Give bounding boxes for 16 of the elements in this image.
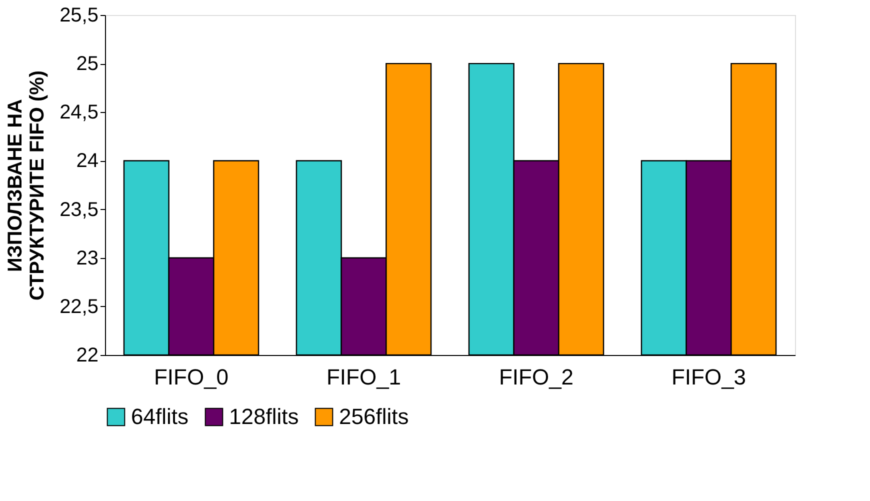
- y-tick-label: 22: [76, 344, 98, 366]
- legend-label: 64flits: [131, 404, 188, 429]
- x-tick-label: FIFO_1: [326, 364, 402, 390]
- y-axis-title: ИЗПОЛЗВАНЕ НА СТРУКТУРИТЕ FIFO (%): [4, 70, 49, 301]
- y-tick-label: 24,5: [60, 102, 98, 124]
- x-tick-label: FIFO_3: [671, 364, 746, 390]
- y-tick-label: 23: [76, 247, 98, 270]
- legend-label: 128flits: [229, 404, 299, 429]
- y-tick-label: 25,5: [60, 4, 98, 26]
- x-tick-label: FIFO_0: [154, 364, 229, 390]
- y-tick-label: 24: [76, 150, 98, 172]
- y-tick-label: 23,5: [60, 198, 98, 221]
- x-tick-label: FIFO_2: [498, 364, 574, 390]
- y-tick-label: 25: [76, 53, 98, 76]
- y-tick-label: 22,5: [60, 296, 98, 318]
- legend-label: 256flits: [339, 404, 409, 429]
